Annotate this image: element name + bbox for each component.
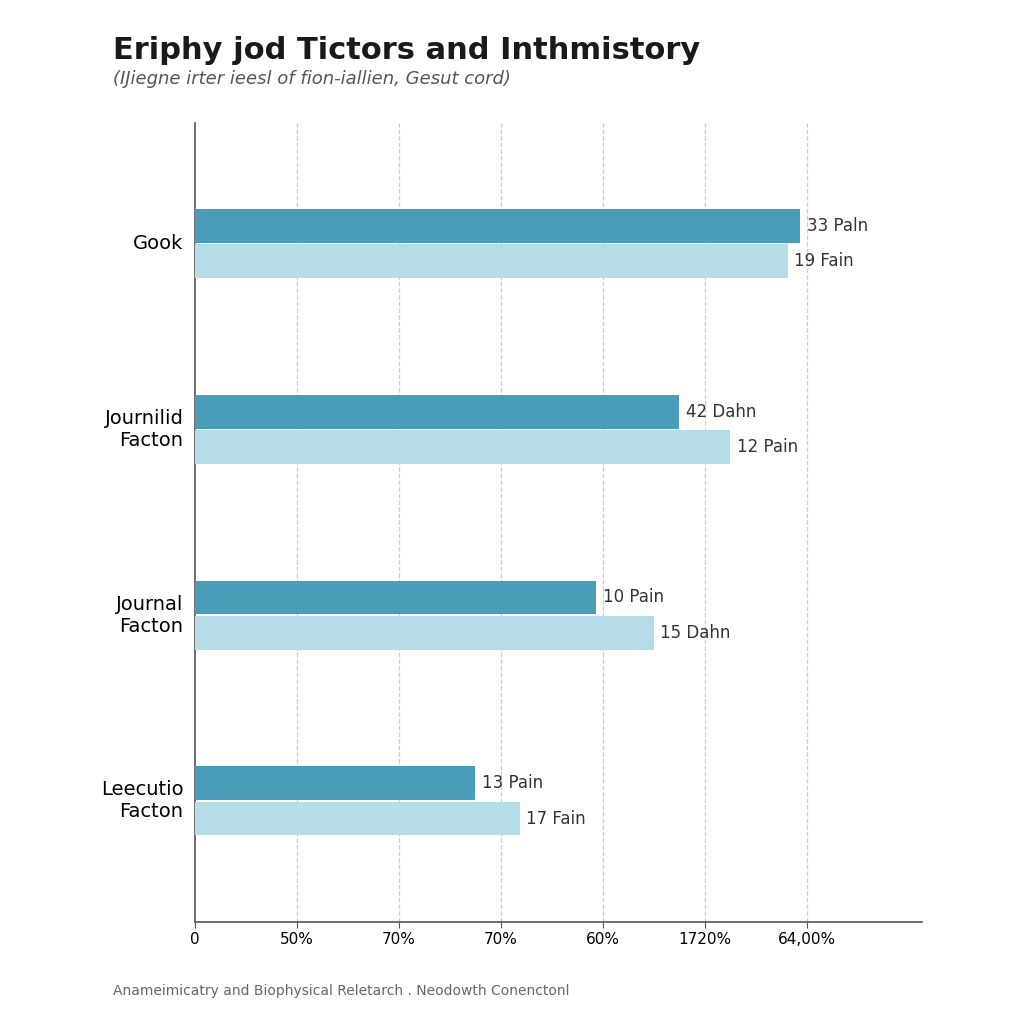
Text: 15 Dahn: 15 Dahn — [660, 624, 730, 642]
Text: 42 Dahn: 42 Dahn — [686, 402, 756, 421]
Bar — [195, 581, 596, 614]
Bar — [195, 395, 679, 429]
Bar — [195, 430, 730, 464]
Bar — [195, 209, 801, 243]
Text: (IJiegne irter ieesl of fion-iallien, Gesut cord): (IJiegne irter ieesl of fion-iallien, Ge… — [113, 70, 511, 88]
Text: Anameimicatry and Biophysical Reletarch . Neodowth Conenctonl: Anameimicatry and Biophysical Reletarch … — [113, 984, 569, 998]
Bar — [195, 615, 653, 649]
Text: 17 Fain: 17 Fain — [526, 810, 586, 827]
Text: 13 Pain: 13 Pain — [481, 774, 543, 793]
Text: 33 Paln: 33 Paln — [807, 217, 868, 234]
Text: Eriphy jod Tictors and Inthmistory: Eriphy jod Tictors and Inthmistory — [113, 36, 699, 65]
Bar — [195, 802, 520, 836]
Text: 19 Fain: 19 Fain — [794, 252, 854, 270]
Bar — [195, 766, 475, 800]
Bar — [195, 245, 787, 279]
Text: 10 Pain: 10 Pain — [603, 589, 664, 606]
Text: 12 Pain: 12 Pain — [736, 438, 798, 456]
